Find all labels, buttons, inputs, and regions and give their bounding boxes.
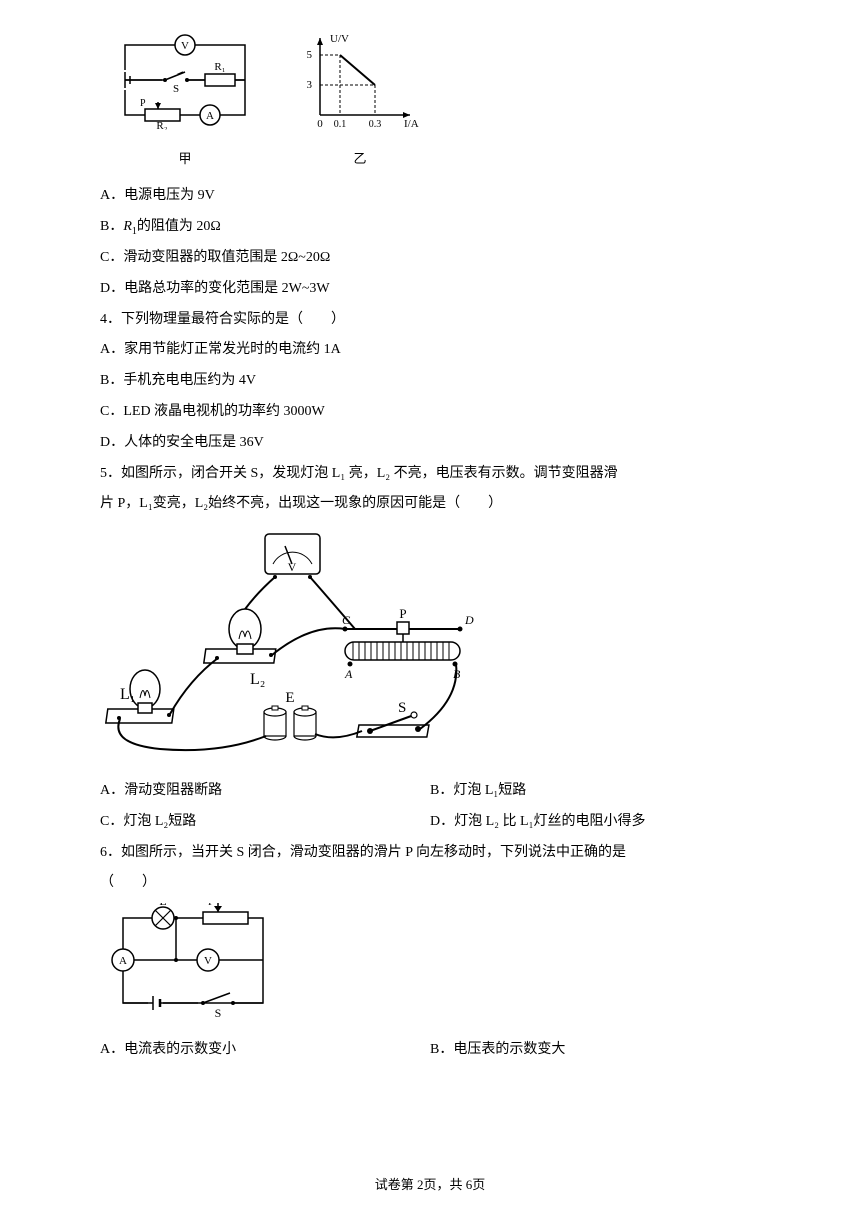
q3-figures: V S R₁ — [100, 30, 760, 173]
s-label: S — [173, 83, 179, 95]
q5-opt-c: C．灯泡 L₂短路 — [100, 807, 430, 838]
ytick3: 3 — [307, 79, 313, 91]
q6-l-label: L — [159, 903, 166, 908]
ylabel: U/V — [330, 33, 349, 45]
q5-opt-a: A．滑动变阻器断路 — [100, 776, 430, 807]
caption-jia: 甲 — [110, 145, 260, 174]
xtick03: 0.3 — [369, 119, 382, 130]
graph-yi-svg: U/V I/A 5 3 0 0.1 0.3 — [300, 30, 420, 130]
fig-yi: U/V I/A 5 3 0 0.1 0.3 乙 — [300, 30, 420, 173]
q5-v-label: V — [288, 560, 297, 574]
xlabel: I/A — [404, 118, 419, 130]
p-label: P — [140, 98, 146, 109]
v-label: V — [181, 40, 189, 52]
q3-opt-b: B．R1的阻值为 20Ω — [100, 212, 760, 243]
q6-v-label: V — [204, 955, 212, 967]
q5-stem2: 片 P，L₁变亮，L₂始终不亮，出现这一现象的原因可能是（ ） — [100, 489, 760, 520]
page-footer: 试卷第 2页，共 6页 — [0, 1171, 860, 1200]
ytick5: 5 — [307, 49, 313, 61]
q5-figure: V L₂ L₁ — [100, 524, 760, 772]
q4-stem: 4．下列物理量最符合实际的是（ ） — [100, 305, 760, 336]
q3-opt-a: A．电源电压为 9V — [100, 181, 760, 212]
svg-text:A: A — [344, 667, 353, 681]
q5-opt-d: D．灯泡 L₂ 比 L₁灯丝的电阻小得多 — [430, 807, 760, 838]
q6-a-label: A — [119, 955, 127, 967]
q5-opts-row2: C．灯泡 L₂短路 D．灯泡 L₂ 比 L₁灯丝的电阻小得多 — [100, 807, 760, 838]
q6-circuit-svg: L P A V S — [108, 903, 278, 1018]
q4-opt-d: D．人体的安全电压是 36V — [100, 428, 760, 459]
q5-opt-b: B．灯泡 L₁短路 — [430, 776, 760, 807]
q6-p-label: P — [208, 903, 214, 908]
fig-jia: V S R₁ — [110, 30, 260, 173]
q5-opts-row1: A．滑动变阻器断路 B．灯泡 L₁短路 — [100, 776, 760, 807]
q5-s-label: S — [398, 700, 406, 716]
q5-stem1: 5．如图所示，闭合开关 S，发现灯泡 L₁ 亮，L₂ 不亮，电压表有示数。调节变… — [100, 459, 760, 490]
r2-label: R₂ — [156, 120, 167, 130]
circuit-jia-svg: V S R₁ — [110, 30, 260, 130]
q5-l2-label: L₂ — [250, 671, 265, 688]
q3-opt-d: D．电路总功率的变化范围是 2W~3W — [100, 274, 760, 305]
svg-text:C: C — [342, 613, 351, 627]
q6-opt-b: B．电压表的示数变大 — [430, 1035, 760, 1066]
q6-stem2: （ ） — [100, 868, 760, 899]
r1-label: R₁ — [214, 61, 225, 73]
q4-opt-b: B．手机充电电压约为 4V — [100, 366, 760, 397]
q6-s-label: S — [215, 1006, 222, 1018]
q5-l1-label: L₁ — [120, 686, 135, 703]
q4-opt-c: C．LED 液晶电视机的功率约 3000W — [100, 397, 760, 428]
svg-text:D: D — [464, 613, 474, 627]
a-label: A — [206, 110, 214, 122]
xtick0: 0 — [317, 118, 323, 130]
q5-e-label: E — [285, 690, 294, 706]
q6-stem: 6．如图所示，当开关 S 闭合，滑动变阻器的滑片 P 向左移动时，下列说法中正确… — [100, 838, 760, 869]
q3-opt-c: C．滑动变阻器的取值范围是 2Ω~20Ω — [100, 243, 760, 274]
q4-opt-a: A．家用节能灯正常发光时的电流约 1A — [100, 335, 760, 366]
q5-p-label: P — [399, 606, 406, 621]
q6-figure: L P A V S — [108, 903, 760, 1031]
xtick01: 0.1 — [334, 119, 347, 130]
q6-opts-row1: A．电流表的示数变小 B．电压表的示数变大 — [100, 1035, 760, 1066]
q6-opt-a: A．电流表的示数变小 — [100, 1035, 430, 1066]
q5-circuit-svg: V L₂ L₁ — [100, 524, 520, 759]
caption-yi: 乙 — [300, 145, 420, 174]
